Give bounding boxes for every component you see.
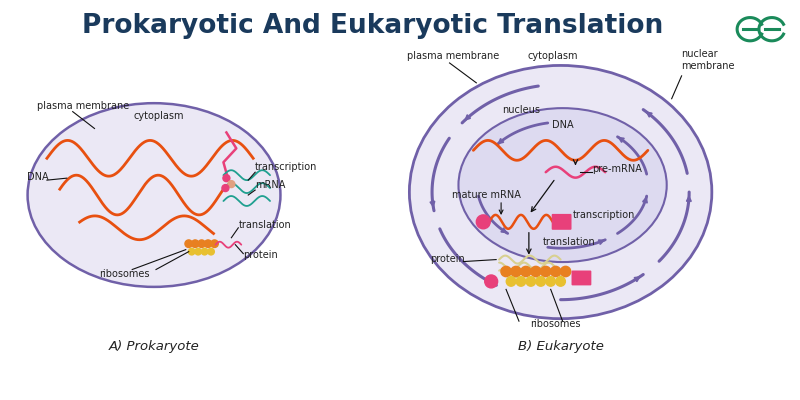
Text: DNA: DNA bbox=[27, 172, 49, 182]
Circle shape bbox=[210, 240, 218, 248]
Circle shape bbox=[561, 266, 570, 277]
Text: ribosomes: ribosomes bbox=[99, 270, 150, 280]
Circle shape bbox=[191, 240, 199, 248]
Circle shape bbox=[476, 215, 490, 229]
Text: translation: translation bbox=[238, 220, 291, 230]
Circle shape bbox=[501, 266, 511, 277]
Text: nucleus: nucleus bbox=[502, 105, 540, 115]
Circle shape bbox=[506, 277, 516, 286]
Text: Prokaryotic And Eukaryotic Translation: Prokaryotic And Eukaryotic Translation bbox=[82, 13, 663, 39]
Text: cytoplasm: cytoplasm bbox=[527, 51, 578, 61]
Circle shape bbox=[208, 248, 214, 255]
Circle shape bbox=[204, 240, 212, 248]
Text: cytoplasm: cytoplasm bbox=[134, 110, 184, 120]
Circle shape bbox=[195, 248, 202, 255]
Circle shape bbox=[526, 277, 536, 286]
Circle shape bbox=[185, 240, 193, 248]
Text: pre-mRNA: pre-mRNA bbox=[592, 164, 642, 174]
Circle shape bbox=[228, 181, 235, 188]
Circle shape bbox=[198, 240, 206, 248]
Circle shape bbox=[546, 277, 555, 286]
Ellipse shape bbox=[458, 108, 666, 262]
FancyBboxPatch shape bbox=[552, 214, 571, 230]
Text: mRNA: mRNA bbox=[255, 180, 286, 190]
Circle shape bbox=[521, 266, 531, 277]
Circle shape bbox=[541, 266, 551, 277]
Text: protein: protein bbox=[243, 250, 278, 260]
Text: transcription: transcription bbox=[255, 162, 318, 172]
Text: DNA: DNA bbox=[552, 120, 574, 130]
Text: translation: translation bbox=[542, 237, 595, 247]
Circle shape bbox=[556, 277, 566, 286]
Text: protein: protein bbox=[430, 254, 465, 264]
Text: transcription: transcription bbox=[573, 210, 635, 220]
Circle shape bbox=[222, 185, 229, 192]
Circle shape bbox=[202, 248, 208, 255]
Text: B) Eukaryote: B) Eukaryote bbox=[518, 340, 603, 354]
Circle shape bbox=[511, 266, 521, 277]
Circle shape bbox=[536, 277, 546, 286]
Ellipse shape bbox=[27, 103, 281, 287]
Circle shape bbox=[550, 266, 561, 277]
Text: A) Prokaryote: A) Prokaryote bbox=[109, 340, 199, 354]
Text: plasma membrane: plasma membrane bbox=[37, 101, 130, 111]
Circle shape bbox=[485, 275, 498, 288]
Text: mature mRNA: mature mRNA bbox=[451, 190, 520, 200]
Circle shape bbox=[530, 266, 541, 277]
Circle shape bbox=[516, 277, 526, 286]
Text: nuclear
membrane: nuclear membrane bbox=[682, 49, 735, 71]
FancyBboxPatch shape bbox=[571, 270, 591, 286]
Text: plasma membrane: plasma membrane bbox=[407, 51, 499, 61]
Circle shape bbox=[189, 248, 195, 255]
Circle shape bbox=[223, 175, 230, 182]
Ellipse shape bbox=[410, 66, 712, 319]
Text: ribosomes: ribosomes bbox=[530, 319, 581, 329]
